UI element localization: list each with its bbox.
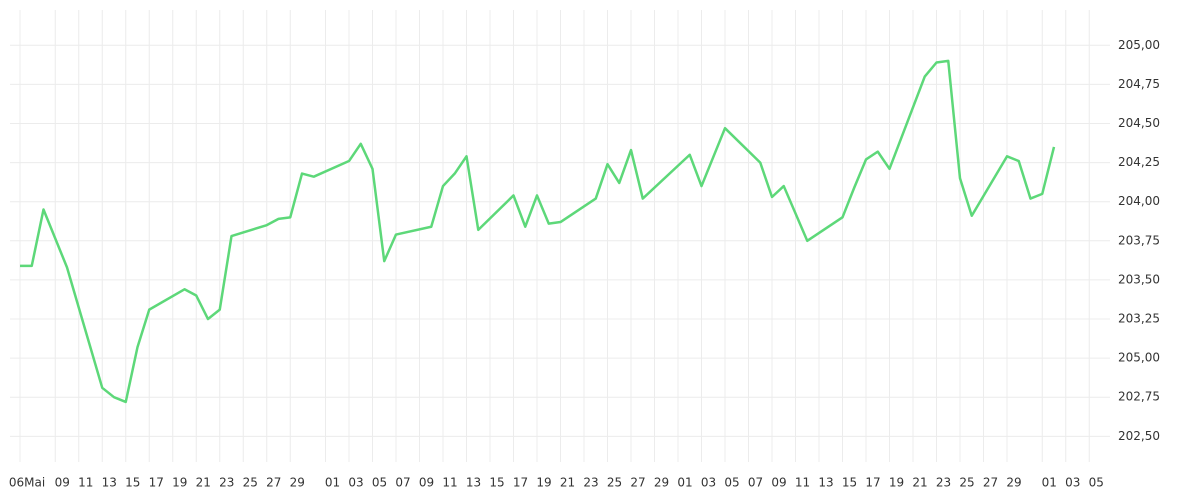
x-tick-label: 19	[172, 476, 187, 490]
x-tick-label: 09	[771, 476, 786, 490]
x-tick-label: 13	[818, 476, 833, 490]
x-tick-label: 25	[959, 476, 974, 490]
x-tick-label: 13	[102, 476, 117, 490]
x-tick-label: 25	[243, 476, 258, 490]
y-tick-label: 203,75	[1118, 233, 1160, 247]
x-tick-label: 03	[1065, 476, 1080, 490]
x-tick-label: 11	[442, 476, 457, 490]
x-tick-label: 05	[724, 476, 739, 490]
x-tick-label: 17	[865, 476, 880, 490]
x-tick-label: 29	[1006, 476, 1021, 490]
x-tick-label: 27	[266, 476, 281, 490]
x-tick-label: 13	[466, 476, 481, 490]
x-tick-label: 27	[630, 476, 645, 490]
x-tick-label: 01	[677, 476, 692, 490]
x-tick-label: 03	[701, 476, 716, 490]
x-tick-label: 05	[372, 476, 387, 490]
y-tick-label: 204,00	[1118, 194, 1160, 208]
x-tick-label: 15	[125, 476, 140, 490]
x-tick-label: 17	[149, 476, 164, 490]
x-tick-label: 15	[842, 476, 857, 490]
x-tick-label: 05	[1089, 476, 1104, 490]
x-tick-label: 21	[912, 476, 927, 490]
y-tick-label: 203,50	[1118, 272, 1160, 286]
x-tick-label: 29	[290, 476, 305, 490]
x-tick-label: 29	[654, 476, 669, 490]
y-tick-label: 205,00	[1118, 351, 1160, 365]
x-tick-label: 23	[219, 476, 234, 490]
x-tick-label: 09	[55, 476, 70, 490]
y-tick-label: 202,50	[1118, 429, 1160, 443]
x-tick-label: 21	[196, 476, 211, 490]
x-tick-label: 19	[889, 476, 904, 490]
x-tick-label: 01	[325, 476, 340, 490]
x-tick-label: 06Mai	[9, 476, 45, 490]
x-tick-label: 07	[748, 476, 763, 490]
x-tick-label: 11	[795, 476, 810, 490]
x-tick-label: 15	[489, 476, 504, 490]
x-tick-label: 25	[607, 476, 622, 490]
x-tick-label: 03	[348, 476, 363, 490]
x-tick-label: 07	[395, 476, 410, 490]
x-tick-label: 23	[583, 476, 598, 490]
y-tick-label: 204,75	[1118, 77, 1160, 91]
x-tick-label: 11	[78, 476, 93, 490]
x-tick-label: 09	[419, 476, 434, 490]
x-tick-label: 27	[983, 476, 998, 490]
x-tick-label: 23	[936, 476, 951, 490]
x-tick-label: 17	[513, 476, 528, 490]
y-tick-label: 204,50	[1118, 116, 1160, 130]
y-tick-label: 204,25	[1118, 155, 1160, 169]
y-tick-label: 202,75	[1118, 390, 1160, 404]
y-tick-label: 205,00	[1118, 38, 1160, 52]
x-tick-label: 19	[536, 476, 551, 490]
x-tick-label: 21	[560, 476, 575, 490]
price-line	[20, 59, 1056, 404]
y-tick-label: 203,25	[1118, 312, 1160, 326]
x-tick-label: 01	[1042, 476, 1057, 490]
